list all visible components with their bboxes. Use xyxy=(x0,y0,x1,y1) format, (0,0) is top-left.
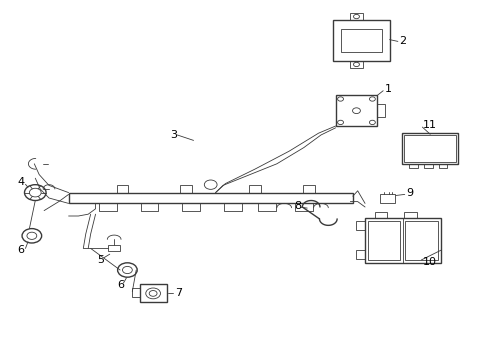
Bar xyxy=(368,221,400,260)
Bar xyxy=(406,221,438,260)
Bar xyxy=(404,212,416,218)
Bar xyxy=(108,245,120,251)
Text: 6: 6 xyxy=(118,280,124,290)
Bar xyxy=(380,194,395,203)
Text: 11: 11 xyxy=(422,120,437,130)
Bar xyxy=(439,164,447,168)
Bar xyxy=(336,95,377,126)
Bar xyxy=(350,61,363,68)
Text: 2: 2 xyxy=(399,36,407,46)
Bar xyxy=(402,133,458,164)
Bar xyxy=(377,104,385,117)
Bar xyxy=(350,13,363,20)
Text: 3: 3 xyxy=(171,130,177,140)
Text: 10: 10 xyxy=(422,257,437,267)
Bar xyxy=(117,185,128,193)
Bar xyxy=(356,221,365,230)
Bar xyxy=(365,218,441,263)
Text: 7: 7 xyxy=(175,288,183,298)
Bar xyxy=(409,164,418,168)
Bar xyxy=(303,185,315,193)
Text: 1: 1 xyxy=(385,84,392,94)
Bar xyxy=(356,250,365,259)
Text: 8: 8 xyxy=(294,201,301,211)
Bar xyxy=(249,185,261,193)
Bar xyxy=(69,193,353,203)
Text: 6: 6 xyxy=(17,245,24,255)
Text: 5: 5 xyxy=(97,255,104,265)
Bar xyxy=(375,212,387,218)
Bar xyxy=(140,284,167,302)
Text: 4: 4 xyxy=(17,177,24,187)
Bar xyxy=(180,185,192,193)
Text: 9: 9 xyxy=(407,188,414,198)
Bar xyxy=(341,29,382,52)
Bar xyxy=(404,135,456,162)
Bar xyxy=(333,20,390,61)
Bar xyxy=(424,164,433,168)
Bar xyxy=(132,288,140,297)
